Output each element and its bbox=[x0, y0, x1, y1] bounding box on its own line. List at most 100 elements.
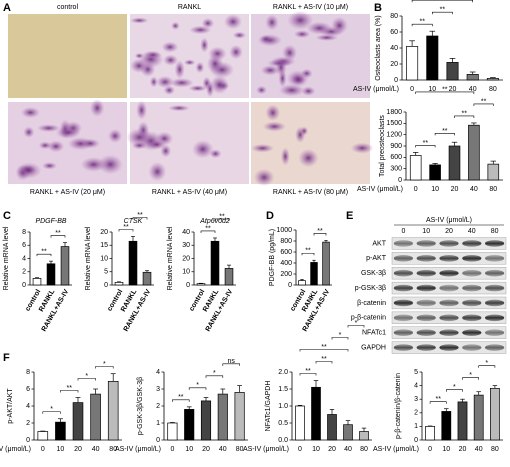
osteoclast-stain bbox=[156, 75, 174, 89]
osteoclast-stain bbox=[20, 106, 40, 119]
bar bbox=[311, 386, 321, 441]
significance-bracket: ** bbox=[299, 368, 317, 376]
bracket-line bbox=[60, 390, 79, 393]
y-tick-label: 0.0 bbox=[278, 437, 288, 444]
osteoclast-stain bbox=[131, 141, 147, 150]
error-bar bbox=[312, 259, 316, 263]
osteoclast-stain bbox=[201, 17, 215, 29]
osteoclast-stain bbox=[89, 99, 105, 117]
y-tick-label: 1.0 bbox=[278, 403, 288, 410]
osteoclast-stain bbox=[262, 121, 287, 132]
panel-label: E bbox=[346, 210, 353, 222]
bracket-line bbox=[454, 115, 475, 118]
y-tick-label: 20 bbox=[100, 229, 108, 236]
significance-label: ** bbox=[205, 225, 211, 232]
osteoclast-stain bbox=[134, 52, 144, 59]
x-tick-label: 20 bbox=[451, 186, 459, 193]
y-tick-label: 0 bbox=[156, 437, 160, 444]
bar bbox=[167, 422, 178, 441]
bar bbox=[107, 381, 119, 441]
blot-band bbox=[416, 269, 436, 277]
error-bar bbox=[469, 71, 476, 75]
significance-label: ** bbox=[461, 110, 467, 117]
osteoclast-stain bbox=[298, 148, 319, 168]
bracket-line bbox=[462, 377, 480, 380]
lane-label: 40 bbox=[468, 228, 476, 235]
blot-band bbox=[439, 255, 459, 262]
panel-label: B bbox=[374, 2, 382, 14]
y-tick-label: 2.0 bbox=[278, 369, 288, 376]
x-tick-label: 40 bbox=[470, 186, 478, 193]
x-tick-label: 0 bbox=[170, 446, 174, 453]
bracket-line bbox=[347, 325, 365, 328]
error-bar bbox=[35, 277, 39, 279]
y-axis-label: p-AKT/AKT bbox=[7, 388, 14, 424]
error-bar bbox=[63, 242, 67, 247]
bar bbox=[196, 283, 206, 286]
bracket-line bbox=[331, 337, 349, 340]
micrograph-image bbox=[8, 14, 127, 98]
bar bbox=[473, 394, 484, 441]
x-tick-label: 20 bbox=[202, 446, 210, 453]
significance-label: ns bbox=[227, 358, 235, 365]
blot-band bbox=[462, 314, 482, 322]
significance-label: ** bbox=[321, 344, 327, 351]
significance-label: ** bbox=[123, 224, 129, 231]
bracket-line bbox=[299, 349, 349, 352]
image-label: RANKL bbox=[178, 4, 201, 11]
y-tick-label: 0 bbox=[398, 177, 402, 184]
significance-label: ** bbox=[481, 98, 487, 105]
y-axis-label: p-GSK-3β/GSK-3β bbox=[137, 377, 144, 435]
y-axis-label: PDGF-BB (pg/mL) bbox=[269, 229, 276, 286]
y-tick-label: 900 bbox=[390, 143, 402, 150]
bracket-line bbox=[172, 399, 190, 402]
error-bar bbox=[449, 58, 456, 63]
y-tick-label: 6 bbox=[22, 242, 26, 249]
y-axis-label: Total preosteoclasts bbox=[379, 115, 386, 177]
x-tick-label: 40 bbox=[475, 446, 483, 453]
significance-label: ** bbox=[55, 230, 61, 237]
error-bar bbox=[490, 160, 497, 165]
y-tick-label: 0 bbox=[22, 282, 26, 289]
significance-bracket: ** bbox=[434, 128, 455, 136]
bar bbox=[322, 241, 330, 286]
osteoclast-stain bbox=[287, 10, 314, 30]
osteoclast-stain bbox=[55, 126, 81, 139]
osteoclast-stain bbox=[47, 140, 65, 153]
panel-label: F bbox=[3, 352, 10, 364]
micrograph-image bbox=[126, 100, 249, 184]
blot-band bbox=[462, 299, 482, 307]
y-tick-label: 300 bbox=[390, 166, 402, 173]
error-bar bbox=[186, 406, 192, 410]
y-tick-label: 10 bbox=[100, 255, 108, 262]
bar bbox=[224, 268, 234, 286]
blot-band bbox=[462, 255, 482, 262]
significance-bracket: ** bbox=[315, 356, 333, 364]
significance-bracket: ** bbox=[301, 248, 315, 256]
y-tick-label: 4 bbox=[26, 403, 30, 410]
blot-band bbox=[416, 299, 436, 307]
bar bbox=[60, 246, 70, 286]
bar bbox=[234, 392, 245, 441]
osteoclast-stain bbox=[146, 139, 167, 150]
osteoclast-stain bbox=[144, 50, 162, 59]
x-tick-label: 10 bbox=[57, 446, 65, 453]
y-tick-label: 0 bbox=[288, 282, 292, 289]
osteoclast-stain bbox=[300, 126, 309, 136]
blot-band bbox=[416, 314, 436, 322]
y-axis-label: Relative mRNA level bbox=[3, 226, 10, 290]
significance-bracket: ** bbox=[299, 344, 349, 352]
significance-bracket: * bbox=[462, 372, 480, 380]
bar bbox=[217, 393, 228, 441]
y-axis-label: Relative mRNA level bbox=[167, 226, 174, 290]
y-tick-label: 4 bbox=[22, 255, 26, 262]
bracket-line bbox=[299, 373, 317, 376]
blot-band bbox=[416, 255, 436, 262]
image-label: control bbox=[57, 4, 78, 11]
chart-title: Atp6v0d2 bbox=[199, 218, 230, 225]
error-bar bbox=[432, 163, 438, 165]
significance-bracket: ** bbox=[411, 0, 474, 3]
bracket-line bbox=[188, 387, 207, 390]
bracket-line bbox=[77, 378, 96, 381]
